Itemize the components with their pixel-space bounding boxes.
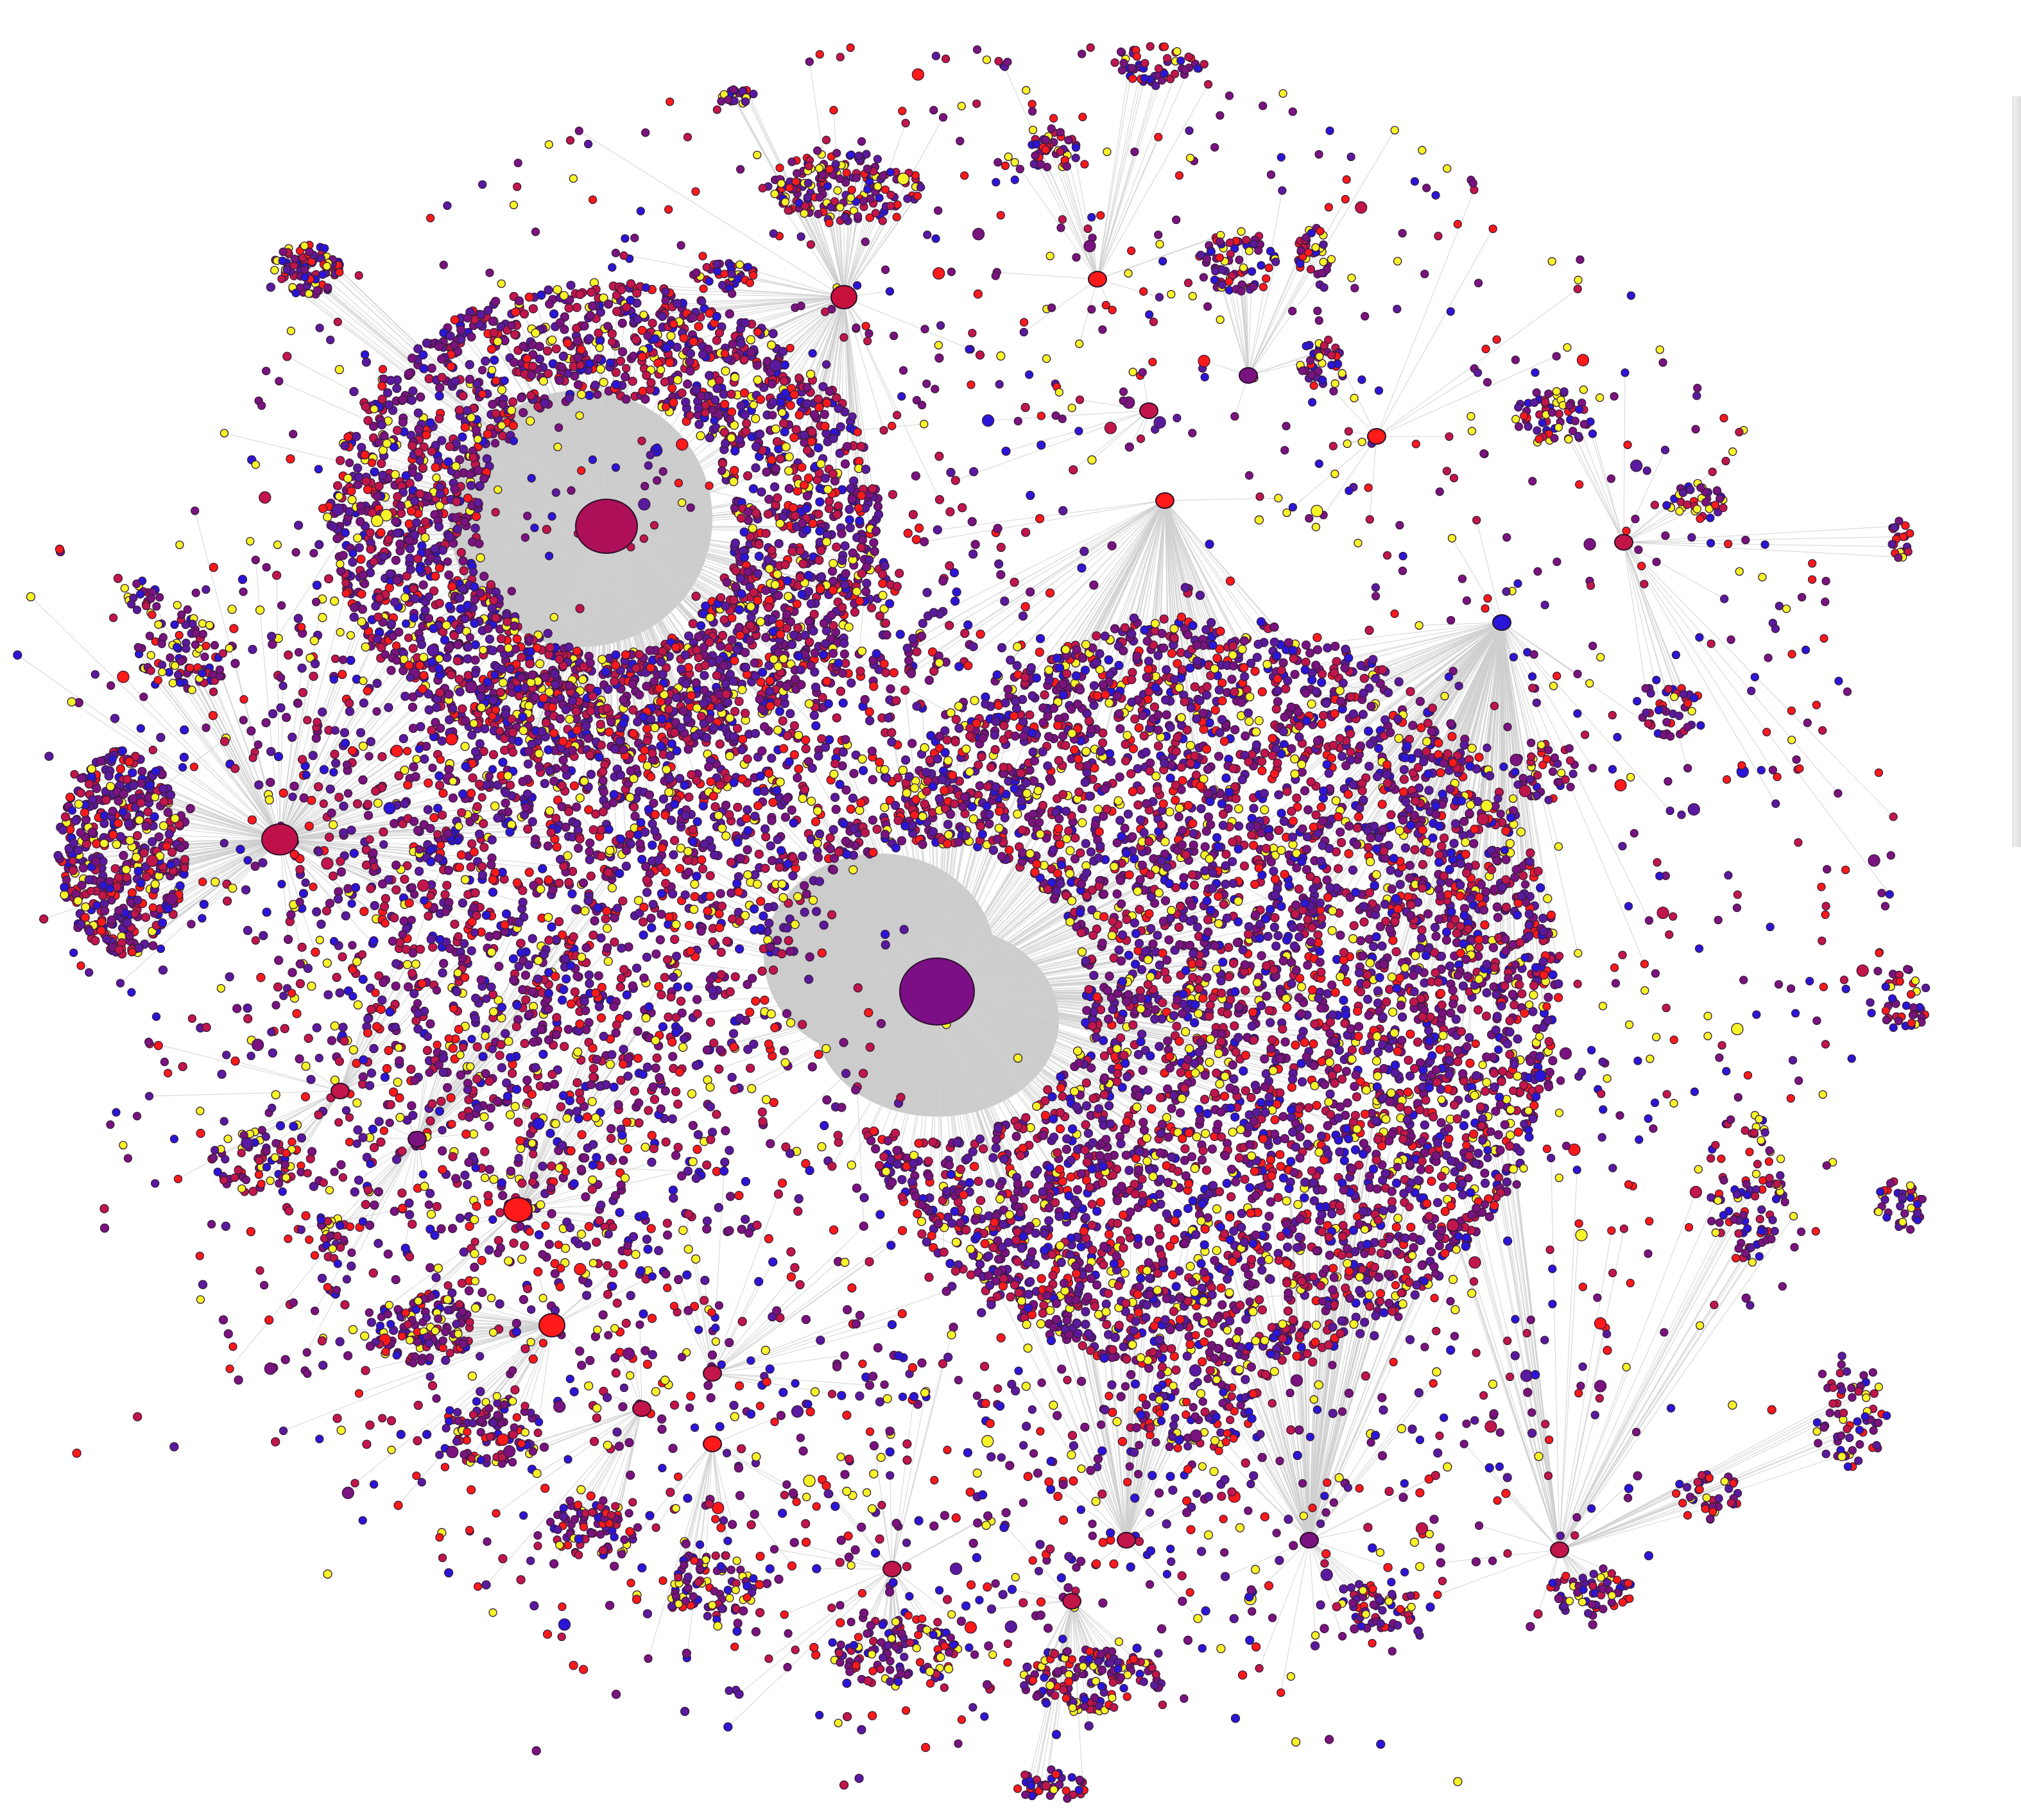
secondary-hub-node — [1139, 402, 1158, 419]
secondary-hub-node — [703, 1365, 722, 1382]
secondary-hub-node — [1117, 1532, 1136, 1549]
hub-center-node — [899, 957, 975, 1026]
hub-left-node — [261, 823, 298, 855]
hub-layer — [261, 271, 1633, 1610]
secondary-hub-node — [1367, 428, 1386, 445]
hub-red-1-node — [503, 1197, 533, 1223]
secondary-hub-node — [331, 1083, 350, 1099]
secondary-hub-node — [1492, 614, 1511, 631]
secondary-hub-node — [408, 1131, 427, 1147]
secondary-hub-node — [1088, 271, 1107, 288]
secondary-hub-node — [1239, 367, 1258, 384]
edge-layer — [17, 58, 1907, 1796]
side-panel-edge[interactable] — [2013, 96, 2021, 847]
secondary-hub-node — [882, 1561, 902, 1577]
node-layer — [13, 42, 1931, 1803]
hub-top-node — [830, 285, 857, 309]
secondary-hub-node — [1155, 492, 1174, 509]
secondary-hub-node — [1550, 1541, 1569, 1558]
secondary-hub-node — [703, 1436, 722, 1452]
secondary-hub-node — [632, 1400, 651, 1417]
secondary-hub-node — [1300, 1532, 1319, 1549]
secondary-hub-node — [1614, 534, 1633, 551]
hub-upper-left-node — [575, 499, 638, 554]
secondary-hub-node — [1062, 1593, 1081, 1610]
hub-red-2-node — [538, 1313, 565, 1337]
